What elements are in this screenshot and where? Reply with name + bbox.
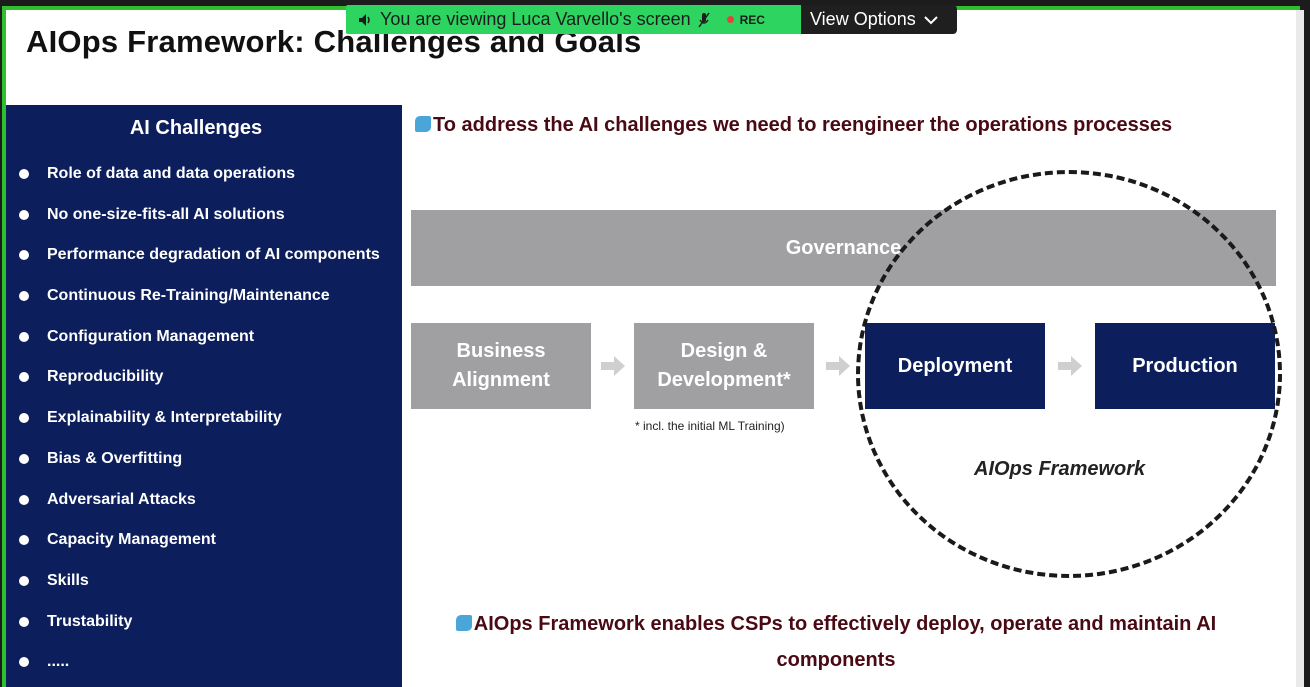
framework-label: AIOps Framework (974, 458, 1146, 480)
view-options-label: View Options (810, 9, 916, 29)
bullet-icon (19, 575, 29, 586)
footnote: * incl. the initial ML Training) (635, 419, 785, 433)
aiops-framework-circle (856, 170, 1282, 578)
challenge-item: No one-size-fits-all AI solutions (6, 204, 402, 245)
arrow-right-icon (601, 356, 625, 376)
bullet-icon (19, 535, 29, 546)
rec-dot-icon (726, 16, 734, 23)
challenge-label: Explainability & Interpretability (47, 409, 282, 427)
challenge-label: Skills (47, 571, 89, 589)
step-business-alignment: Business Alignment (411, 323, 591, 409)
headline: To address the AI challenges we need to … (415, 114, 1172, 137)
screen-share-banner: You are viewing Luca Varvello's screen R… (346, 5, 801, 34)
challenge-item: Role of data and data operations (6, 163, 402, 204)
step-label: Alignment (452, 369, 550, 391)
challenge-item: Adversarial Attacks (6, 489, 402, 530)
bullet-icon (19, 331, 29, 342)
ai-challenges-title: AI Challenges (129, 117, 263, 139)
arrow-right-icon (826, 356, 850, 376)
speaker-icon (359, 13, 370, 26)
bullet-icon (19, 372, 29, 383)
bullet-tag-icon (455, 615, 472, 631)
challenge-label: Capacity Management (47, 531, 216, 549)
chevron-down-icon (924, 15, 938, 24)
viewing-text: You are viewing Luca Varvello's screen (380, 9, 691, 29)
bullet-icon (19, 494, 29, 505)
bullet-icon (19, 657, 29, 668)
step-label: Development* (657, 369, 791, 391)
challenge-label: Trustability (47, 612, 133, 630)
bullet-icon (19, 616, 29, 627)
step-label: Business (456, 340, 546, 362)
bullet-icon (19, 291, 29, 302)
bottom-statement: AIOps Framework enables CSPs to effectiv… (426, 606, 1246, 678)
challenge-item: Performance degradation of AI components (6, 244, 402, 285)
challenge-item: Bias & Overfitting (6, 448, 402, 489)
step-design-development: Design & Development* (634, 323, 814, 409)
challenge-item: Skills (6, 570, 402, 611)
ai-challenges-panel: AI Challenges Role of data and data oper… (6, 105, 402, 687)
bullet-tag-icon (415, 116, 431, 132)
scrollbar[interactable] (1296, 10, 1304, 687)
challenge-label: Bias & Overfitting (47, 449, 183, 467)
bullet-icon (19, 250, 29, 261)
challenge-label: Configuration Management (47, 327, 255, 345)
challenge-label: Role of data and data operations (47, 165, 296, 182)
challenge-item: Configuration Management (6, 326, 402, 367)
rec-label: REC (739, 12, 765, 27)
headline-text: To address the AI challenges we need to … (433, 114, 1173, 136)
challenge-item: Trustability (6, 611, 402, 652)
presentation-slide: AIOps Framework: Challenges and Goals AI… (6, 10, 1296, 687)
bullet-icon (19, 169, 29, 179)
bullet-icon (19, 209, 29, 220)
challenge-label: Adversarial Attacks (47, 490, 196, 508)
bottom-line-2: components (776, 649, 896, 671)
governance-label: Governance (785, 236, 902, 259)
challenge-label: ..... (47, 653, 70, 671)
challenge-label: Performance degradation of AI components (47, 246, 380, 264)
challenge-list: Role of data and data operations No one-… (6, 163, 402, 687)
bullet-icon (19, 453, 29, 464)
view-options-button[interactable]: View Options (801, 5, 957, 34)
challenge-label: Reproducibility (47, 368, 164, 386)
mic-muted-icon (698, 12, 710, 27)
challenge-item: Explainability & Interpretability (6, 407, 402, 448)
challenge-item: Reproducibility (6, 366, 402, 407)
bullet-icon (19, 413, 29, 424)
challenge-item: ..... (6, 651, 402, 687)
step-label: Design & (680, 340, 768, 362)
challenge-label: Continuous Re-Training/Maintenance (47, 287, 330, 305)
challenge-item: Capacity Management (6, 529, 402, 570)
bottom-line-1: AIOps Framework enables CSPs to effectiv… (473, 613, 1217, 635)
challenge-label: No one-size-fits-all AI solutions (47, 205, 285, 223)
challenge-item: Continuous Re-Training/Maintenance (6, 285, 402, 326)
